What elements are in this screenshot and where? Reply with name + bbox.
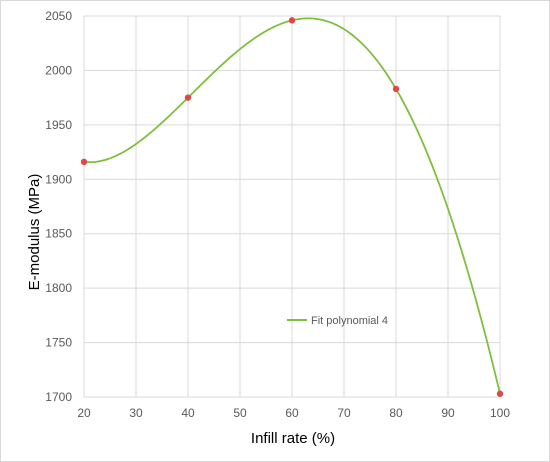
x-tick-label: 40 bbox=[181, 406, 195, 420]
y-tick-label: 1750 bbox=[45, 336, 72, 350]
y-tick-label: 2050 bbox=[45, 9, 72, 23]
data-point bbox=[288, 17, 296, 24]
x-axis-title: Infill rate (%) bbox=[251, 430, 335, 447]
legend: Fit polynomial 4 bbox=[287, 315, 388, 327]
data-point bbox=[496, 390, 504, 397]
y-axis-title: E-modulus (MPa) bbox=[26, 174, 43, 291]
y-tick-label: 1850 bbox=[45, 227, 72, 241]
y-tick-label: 1800 bbox=[45, 281, 72, 295]
x-tick-label: 80 bbox=[389, 406, 403, 420]
y-tick-label: 2000 bbox=[45, 63, 72, 77]
data-points bbox=[80, 17, 504, 397]
y-tick-label: 1700 bbox=[45, 390, 72, 404]
x-tick-label: 60 bbox=[285, 406, 299, 420]
y-tick-label: 1900 bbox=[45, 172, 72, 186]
data-point bbox=[80, 158, 88, 166]
x-tick-label: 50 bbox=[233, 406, 247, 420]
x-tick-label: 20 bbox=[77, 406, 91, 420]
x-tick-label: 90 bbox=[441, 406, 455, 420]
x-tick-label: 100 bbox=[490, 406, 510, 420]
x-tick-label: 30 bbox=[129, 406, 143, 420]
tick-labels: 1700 1750 1800 1850 1900 1950 2000 2050 20 30 40 50… bbox=[45, 9, 510, 420]
data-point bbox=[184, 94, 192, 101]
x-tick-label: 70 bbox=[337, 406, 351, 420]
y-tick-label: 1950 bbox=[45, 118, 72, 132]
grid bbox=[83, 15, 501, 398]
legend-label: Fit polynomial 4 bbox=[311, 315, 388, 327]
data-point bbox=[392, 85, 400, 93]
